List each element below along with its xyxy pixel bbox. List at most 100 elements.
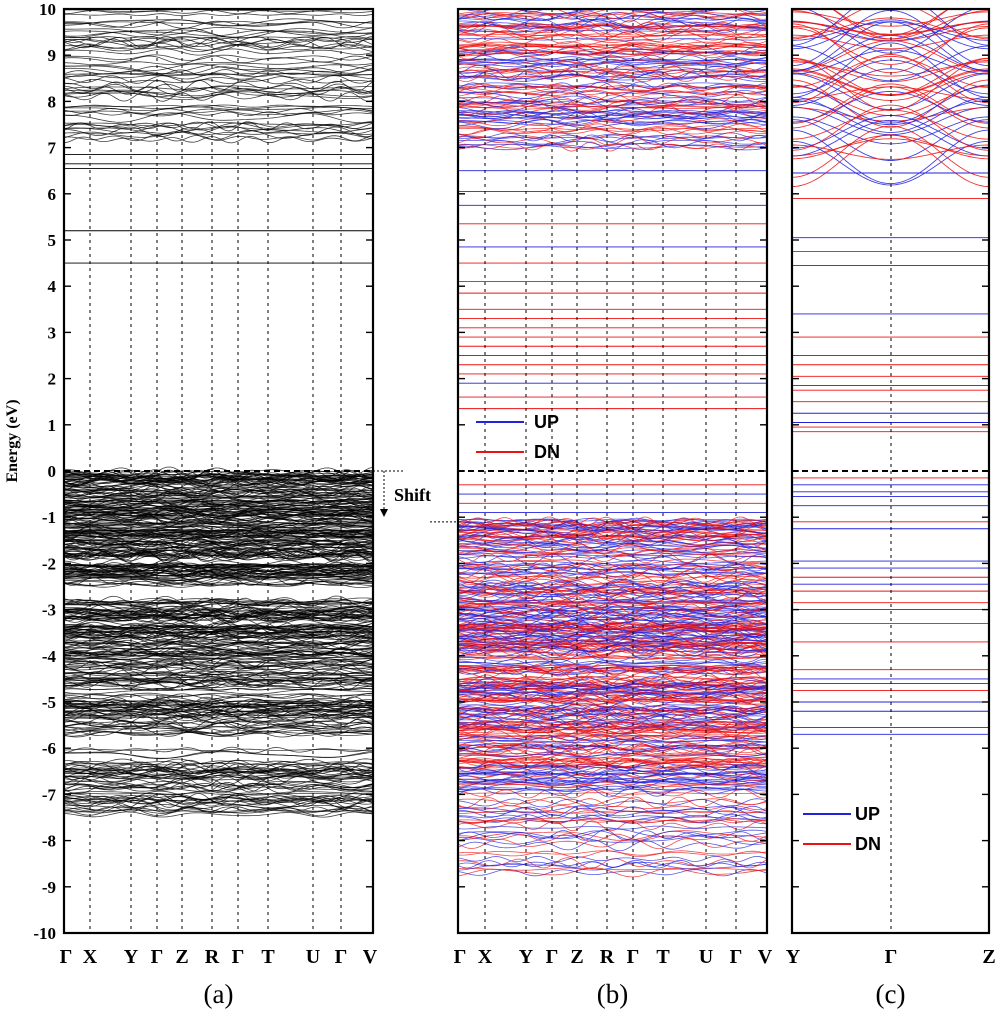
band-line xyxy=(458,554,767,559)
band-line xyxy=(64,9,373,15)
kpoint-label: Γ xyxy=(60,946,73,968)
band-line xyxy=(458,81,767,88)
band-line xyxy=(64,704,373,713)
legend-label-dn: DN xyxy=(534,442,560,462)
band-line xyxy=(458,607,767,611)
band-line xyxy=(64,651,373,657)
band-line xyxy=(64,667,373,674)
kpoint-label: R xyxy=(600,946,615,968)
band-line xyxy=(458,720,767,726)
band-line xyxy=(64,772,373,781)
band-line xyxy=(64,61,373,66)
band-line xyxy=(458,756,767,762)
band-line xyxy=(64,681,373,688)
band-line xyxy=(458,638,767,643)
band-line xyxy=(458,58,767,65)
band-line xyxy=(458,94,767,106)
band-line xyxy=(458,99,767,109)
band-line xyxy=(64,626,373,636)
band-line xyxy=(458,664,767,667)
band-line xyxy=(458,521,767,529)
band-line xyxy=(64,515,373,527)
band-line xyxy=(64,782,373,789)
band-line xyxy=(64,529,373,538)
band-line xyxy=(64,607,373,615)
band-line xyxy=(64,792,373,795)
band-line xyxy=(64,809,373,813)
band-line xyxy=(64,525,373,529)
band-line xyxy=(458,825,767,830)
band-line xyxy=(458,674,767,683)
band-line xyxy=(64,35,373,48)
band-line xyxy=(458,708,767,718)
band-line xyxy=(458,37,767,41)
band-line xyxy=(458,70,767,74)
band-line xyxy=(64,487,373,496)
band-line xyxy=(64,640,373,650)
band-line xyxy=(458,838,767,850)
band-line xyxy=(458,533,767,544)
band-line xyxy=(458,526,767,538)
band-line xyxy=(458,720,767,726)
band-line xyxy=(458,635,767,640)
band-line xyxy=(792,27,989,65)
band-line xyxy=(458,127,767,130)
band-line xyxy=(64,714,373,724)
band-line xyxy=(458,54,767,62)
band-line xyxy=(458,818,767,823)
band-line xyxy=(458,666,767,669)
band-line xyxy=(458,688,767,700)
band-line xyxy=(64,582,373,587)
band-line xyxy=(458,612,767,620)
band-line xyxy=(458,17,767,28)
band-line xyxy=(64,574,373,582)
y-tick-label: 3 xyxy=(48,323,57,342)
band-line xyxy=(64,488,373,495)
band-line xyxy=(64,700,373,712)
band-line xyxy=(64,477,373,488)
band-line xyxy=(64,699,373,705)
band-line xyxy=(458,602,767,605)
band-line xyxy=(792,104,989,151)
band-line xyxy=(458,641,767,646)
band-line xyxy=(64,86,373,95)
kpoint-label: T xyxy=(261,946,275,968)
band-line xyxy=(458,52,767,57)
band-line xyxy=(792,119,989,157)
band-line xyxy=(458,666,767,672)
band-line xyxy=(64,568,373,578)
y-tick-label: 9 xyxy=(48,46,57,65)
band-line xyxy=(64,521,373,529)
band-line xyxy=(458,132,767,139)
panel-2-bands xyxy=(458,9,767,878)
band-line xyxy=(458,763,767,769)
kpoint-label: Z xyxy=(175,946,188,968)
band-line xyxy=(458,754,767,758)
band-line xyxy=(64,20,373,29)
band-line xyxy=(458,628,767,634)
band-line xyxy=(64,551,373,559)
band-line xyxy=(458,770,767,780)
band-line xyxy=(64,805,373,817)
band-line xyxy=(64,712,373,722)
band-line xyxy=(64,793,373,802)
band-line xyxy=(458,654,767,661)
band-line xyxy=(64,112,373,124)
band-line xyxy=(64,647,373,651)
band-line xyxy=(64,640,373,646)
band-line xyxy=(458,642,767,645)
band-line xyxy=(64,650,373,657)
band-line xyxy=(64,670,373,677)
band-line xyxy=(64,36,373,43)
band-line xyxy=(458,609,767,621)
band-line xyxy=(64,595,373,608)
band-line xyxy=(64,570,373,576)
band-line xyxy=(458,116,767,120)
band-line xyxy=(64,48,373,56)
band-line xyxy=(64,90,373,99)
band-line xyxy=(64,126,373,138)
band-line xyxy=(458,828,767,839)
band-line xyxy=(64,498,373,506)
band-line xyxy=(792,119,989,161)
band-line xyxy=(64,603,373,610)
